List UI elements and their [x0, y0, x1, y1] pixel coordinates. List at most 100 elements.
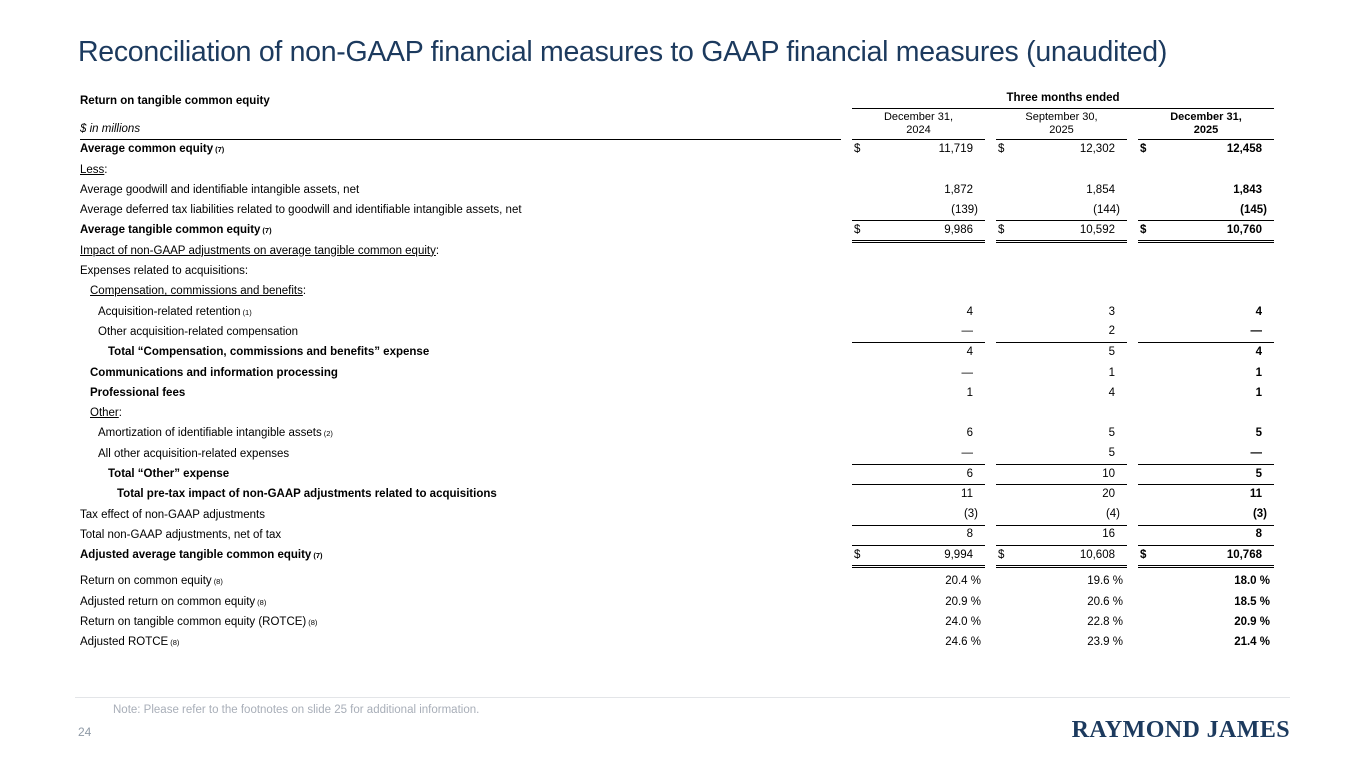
units-label: $ in millions — [80, 109, 841, 140]
table-row: Average deferred tax liabilities related… — [80, 201, 1274, 222]
column-header-2: September 30, 2025 — [996, 109, 1127, 140]
row-label: Total pre-tax impact of non-GAAP adjustm… — [117, 488, 497, 501]
value-cell: — — [852, 323, 985, 343]
value-cell: $9,994 — [852, 546, 985, 569]
table-row: Average tangible common equity (7) $9,986 $… — [80, 221, 1274, 244]
row-label: Less: — [80, 163, 108, 176]
table-row: Other: — [80, 404, 1274, 424]
value-cell: 4 — [966, 305, 973, 318]
value-cell: 24.6 % — [945, 636, 981, 649]
value-cell: 11 — [961, 488, 973, 501]
row-label: Other acquisition-related compensation — [98, 325, 299, 338]
value-cell: (3) — [1138, 505, 1274, 526]
page-title: Reconciliation of non-GAAP financial mea… — [78, 36, 1168, 68]
row-label: Return on tangible common equity (ROTCE)… — [80, 616, 318, 629]
value-cell: (145) — [1138, 201, 1274, 222]
value-cell: 5 — [996, 444, 1127, 465]
value-cell: 5 — [1255, 427, 1262, 440]
value-cell: 23.9 % — [1087, 636, 1123, 649]
value-cell — [1138, 262, 1274, 282]
table-row: Adjusted ROTCE (8) 24.6 % 23.9 % 21.4 % — [80, 633, 1274, 653]
value-cell — [1138, 241, 1274, 261]
value-cell: 1 — [1255, 366, 1262, 379]
value-cell: 8 — [1138, 526, 1274, 546]
value-cell: 19.6 % — [1087, 575, 1123, 588]
row-label: Return on common equity (8) — [80, 575, 223, 588]
table-row: Tax effect of non-GAAP adjustments (3) (4)… — [80, 505, 1274, 526]
table-header-columns-row: $ in millions December 31, 2024 September … — [80, 109, 1274, 140]
table-header-period-row: Return on tangible common equity Three m… — [80, 92, 1274, 109]
value-cell — [852, 262, 985, 282]
value-cell — [852, 241, 985, 261]
table-row: Return on tangible common equity (ROTCE)… — [80, 613, 1274, 633]
value-cell — [996, 241, 1127, 261]
value-cell: 1 — [1108, 366, 1115, 379]
value-cell — [852, 404, 985, 424]
value-cell: 16 — [996, 526, 1127, 546]
value-cell: 20.6 % — [1087, 595, 1123, 608]
value-cell: — — [1138, 323, 1274, 343]
row-label: Total non-GAAP adjustments, net of tax — [80, 528, 282, 541]
row-label: All other acquisition-related expenses — [98, 447, 290, 460]
row-label: Compensation, commissions and benefits: — [90, 285, 307, 298]
value-cell: $11,719 — [854, 143, 973, 156]
table-row: All other acquisition-related expenses — 5… — [80, 444, 1274, 465]
value-cell: 20.9 % — [945, 595, 981, 608]
row-label: Adjusted return on common equity (8) — [80, 595, 267, 608]
value-cell: 6 — [966, 427, 973, 440]
value-cell: 8 — [852, 526, 985, 546]
value-cell: 11 — [1249, 488, 1262, 501]
value-cell: 1 — [966, 386, 973, 399]
footer-divider — [75, 697, 1290, 698]
value-cell: 4 — [1255, 346, 1262, 359]
row-label: Average tangible common equity (7) — [80, 224, 272, 237]
table-row: Professional fees 1 4 1 — [80, 384, 1274, 404]
table-row: Less: — [80, 160, 1274, 180]
row-label: Expenses related to acquisitions: — [80, 265, 249, 278]
row-label: Tax effect of non-GAAP adjustments — [80, 508, 265, 521]
value-cell: 18.5 % — [1234, 595, 1270, 608]
table-row: Communications and information processin… — [80, 363, 1274, 383]
value-cell: $12,458 — [1140, 143, 1262, 156]
value-cell: $10,608 — [996, 546, 1127, 569]
row-label: Communications and information processin… — [90, 366, 338, 379]
row-label: Adjusted average tangible common equity(… — [80, 549, 323, 562]
value-cell — [852, 160, 985, 180]
value-cell: (144) — [996, 201, 1127, 222]
value-cell: (4) — [996, 505, 1127, 526]
value-cell: 5 — [1138, 465, 1274, 486]
value-cell: 1,843 — [1233, 183, 1262, 196]
table-row: Return on common equity (8) 20.4 % 19.6 % 18… — [80, 572, 1274, 592]
row-label: Total “Compensation, commissions and ben… — [108, 346, 430, 359]
value-cell: 4 — [1255, 305, 1262, 318]
value-cell: 24.0 % — [945, 616, 981, 629]
table-row: Amortization of identifiable intangible … — [80, 424, 1274, 444]
row-label: Average goodwill and identifiable intang… — [80, 183, 360, 196]
table-row: Adjusted return on common equity (8) 20.9 … — [80, 593, 1274, 613]
table-row: Average goodwill and identifiable intang… — [80, 181, 1274, 201]
table-row: Average common equity (7) $11,719 $12,302 $1… — [80, 140, 1274, 160]
value-cell: 1,872 — [944, 183, 973, 196]
footer-note: Note: Please refer to the footnotes on s… — [113, 704, 480, 716]
value-cell: 1 — [1255, 386, 1262, 399]
value-cell: 10 — [996, 465, 1127, 486]
table-row: Other acquisition-related compensation — 2… — [80, 323, 1274, 343]
value-cell: 5 — [1108, 346, 1115, 359]
value-cell: 3 — [1108, 305, 1115, 318]
value-cell: — — [961, 366, 974, 379]
table-row: Acquisition-related retention (1) 4 3 4 — [80, 302, 1274, 322]
column-header-3: December 31, 2025 — [1138, 109, 1274, 140]
value-cell — [996, 404, 1127, 424]
row-label: Acquisition-related retention (1) — [98, 305, 252, 318]
row-label: Impact of non-GAAP adjustments on averag… — [80, 244, 440, 257]
table-row: Compensation, commissions and benefits: — [80, 282, 1274, 302]
value-cell: 2 — [996, 323, 1127, 343]
value-cell: $9,986 — [852, 221, 985, 244]
value-cell: 18.0 % — [1234, 575, 1270, 588]
value-cell: 6 — [852, 465, 985, 486]
value-cell — [996, 282, 1127, 302]
value-cell: 5 — [1108, 427, 1115, 440]
table-row: Expenses related to acquisitions: — [80, 262, 1274, 282]
row-label: Average deferred tax liabilities related… — [80, 204, 522, 217]
